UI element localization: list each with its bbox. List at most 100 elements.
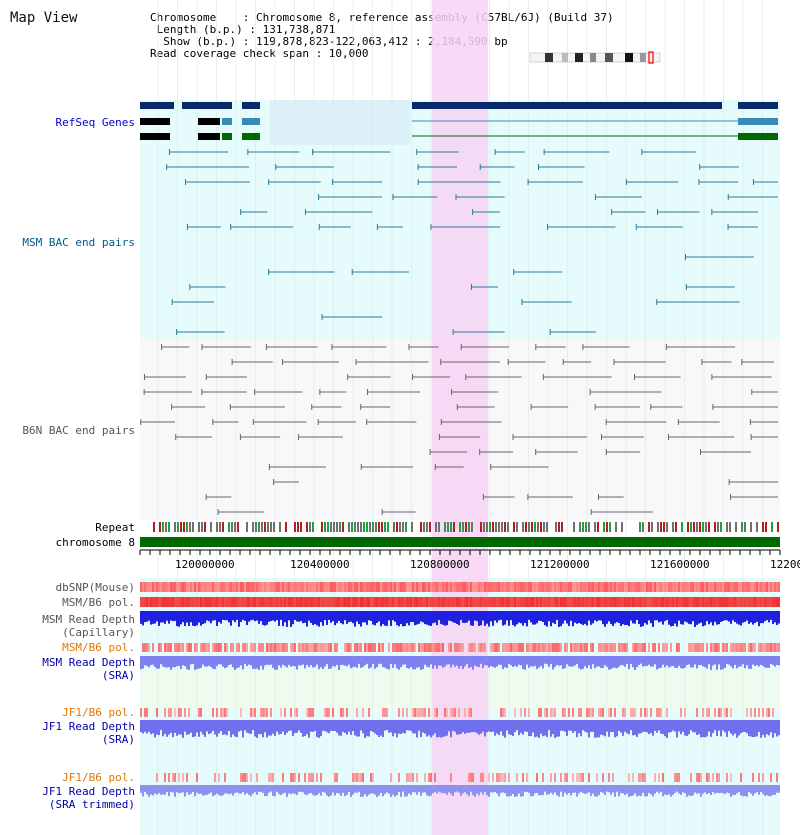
depth-bar [382,656,384,668]
depth-bar [512,720,514,736]
depth-bar [190,611,192,623]
depth-bar [392,785,394,795]
depth-bar [634,785,636,794]
heat-cell [628,582,630,592]
depth-bar [670,611,672,627]
depth-bar [588,720,590,738]
depth-bar [356,785,358,793]
depth-bar [514,656,516,666]
heat-cell [686,582,688,592]
depth-bar [286,720,288,733]
heat-cell [506,597,508,607]
heat-cell [376,582,378,592]
heat-cell [720,597,722,607]
depth-bar [432,785,434,794]
heat-cell [472,643,474,652]
depth-bar [156,785,158,795]
heat-cell [574,597,576,607]
depth-bar [400,720,402,734]
depth-tracks[interactable] [140,611,780,797]
depth-bar [222,656,224,667]
heat-cell [662,597,664,607]
depth-bar [424,656,426,665]
heat-cell [594,597,596,607]
heat-cell [266,582,268,592]
heat-cell [430,582,432,592]
repeat-element [663,522,665,532]
depth-bar [448,720,450,732]
heat-cell [382,708,384,717]
depth-bar [394,611,396,622]
msm-bac-pairs[interactable] [166,149,778,335]
depth-bar [194,656,196,670]
depth-bar [684,656,686,668]
depth-bar [676,720,678,738]
depth-bar [366,656,368,664]
depth-bar [356,611,358,622]
heat-cell [602,597,604,607]
heat-cell [312,773,314,782]
chromosome-ideogram[interactable] [529,51,661,64]
repeat-element [729,522,731,532]
depth-bar [692,785,694,796]
heat-cell [504,643,506,652]
refseq-track[interactable] [140,102,778,140]
depth-bar [366,785,368,797]
depth-bar [190,656,192,665]
heat-cell [452,582,454,592]
depth-bar [638,785,640,796]
heat-cell [772,597,774,607]
heat-cell [748,582,750,592]
depth-bar [682,720,684,732]
depth-bar [314,611,316,625]
depth-bar [510,785,512,796]
heat-tracks[interactable] [140,582,780,782]
heat-cell [362,708,364,717]
depth-bar [530,720,532,737]
depth-bar [500,611,502,620]
label-refseq: RefSeq Genes [55,116,135,129]
depth-bar [242,785,244,793]
tick-label: 120800000 [410,558,470,571]
heat-cell [502,643,504,652]
repeat-element [579,522,581,532]
heat-cell [156,773,158,782]
depth-bar [206,785,208,795]
heat-cell [546,708,548,717]
heat-cell [520,643,522,652]
depth-bar [200,656,202,668]
depth-bar [440,785,442,793]
depth-bar [438,720,440,737]
depth-bar [346,785,348,795]
depth-bar [758,785,760,795]
heat-cell [758,643,760,652]
depth-bar [170,611,172,621]
heat-cell [282,597,284,607]
depth-bar [666,656,668,666]
heat-cell [330,582,332,592]
heat-cell [278,643,280,652]
chromosome-bar[interactable] [140,537,780,547]
repeat-track[interactable] [153,522,779,532]
heat-cell [260,582,262,592]
heat-cell [556,597,558,607]
depth-bar [632,720,634,736]
repeat-element [447,522,449,532]
heat-cell [516,773,518,782]
depth-bar [166,720,168,737]
depth-bar [578,720,580,734]
depth-bar [218,785,220,796]
repeat-element [651,522,653,532]
heat-cell [578,643,580,652]
repeat-element [750,522,752,532]
depth-bar [630,611,632,621]
heat-cell [758,597,760,607]
depth-bar [622,656,624,666]
depth-bar [300,656,302,666]
repeat-element [219,522,221,532]
b6n-bac-pairs[interactable] [140,344,778,515]
heat-cell [500,582,502,592]
heat-cell [306,643,308,652]
heat-cell [406,708,408,717]
